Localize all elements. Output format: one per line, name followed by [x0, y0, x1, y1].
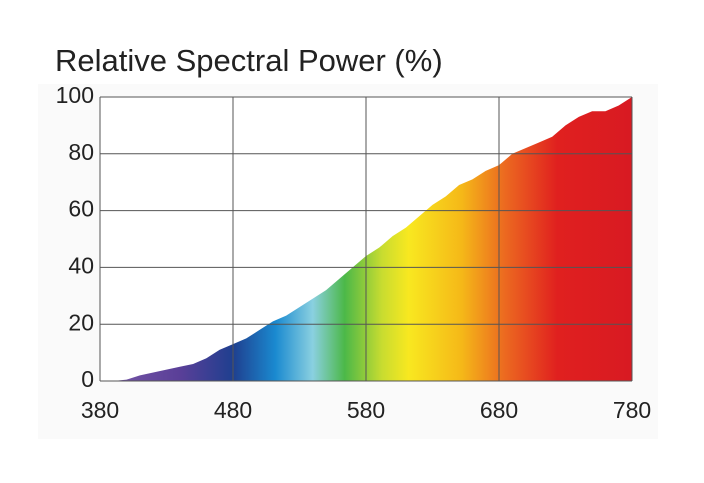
y-tick-label: 60 [68, 196, 94, 222]
y-tick-label: 100 [56, 82, 94, 108]
y-tick-label: 40 [68, 252, 94, 278]
y-tick-label: 80 [68, 139, 94, 165]
y-tick-label: 20 [68, 309, 94, 335]
x-tick-label: 580 [347, 397, 385, 423]
y-tick-label: 0 [81, 366, 94, 392]
x-tick-label: 680 [480, 397, 518, 423]
chart-title: Relative Spectral Power (%) [55, 43, 443, 78]
x-tick-label: 380 [81, 397, 119, 423]
plot-layer: 0 20 40 60 80 100 380 480 580 680 780 [56, 82, 652, 423]
x-tick-label: 780 [613, 397, 651, 423]
x-tick-label: 480 [214, 397, 252, 423]
